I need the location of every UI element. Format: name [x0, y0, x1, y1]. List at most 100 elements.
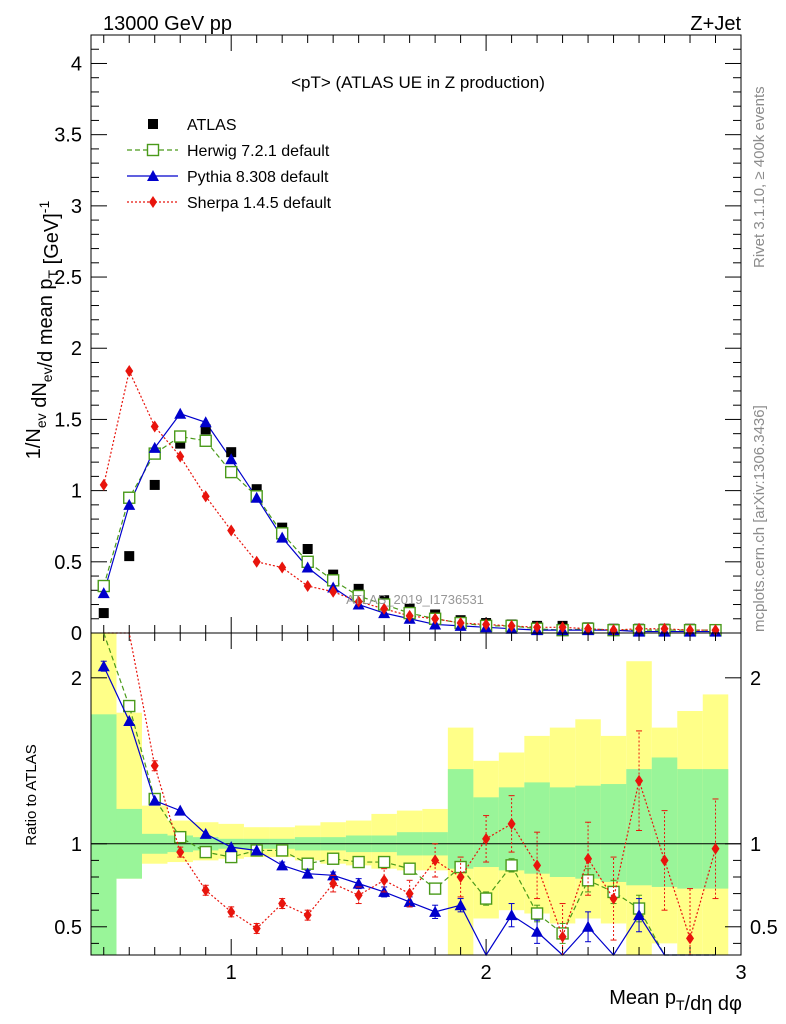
y-tick-label: 1.5 — [54, 409, 82, 431]
main-panel: 0 0.5 1 1.5 2 2.5 3 3.5 4 ATLAS Herwig 7.2.1 defau… — [54, 34, 741, 645]
collision-label: 13000 GeV pp — [103, 13, 232, 35]
data-point — [201, 490, 210, 503]
y-tick-label: 3 — [71, 196, 82, 218]
process-label: Z+Jet — [690, 13, 741, 35]
ratio-data-point — [227, 905, 236, 918]
ratio-data-point — [352, 855, 365, 869]
ratio-data-point — [276, 859, 289, 871]
ratio-y-tick-label: 1 — [71, 834, 82, 856]
legend-marker — [149, 196, 157, 208]
ratio-stat-band — [447, 769, 474, 869]
ratio-data-point — [428, 882, 442, 895]
ratio-data-point — [301, 867, 314, 879]
ratio-data-point — [123, 699, 136, 713]
ratio-data-point — [686, 932, 695, 945]
ratio-data-point — [482, 832, 491, 845]
ratio-data-point — [201, 884, 210, 897]
ratio-data-point — [303, 909, 312, 922]
ratio-data-point — [176, 846, 185, 859]
data-point — [456, 617, 465, 630]
ratio-ylabel: Ratio to ATLAS — [23, 744, 40, 845]
data-point — [224, 465, 238, 479]
ratio-data-point — [174, 830, 187, 844]
ratio-data-point — [354, 889, 363, 902]
ratio-data-point — [530, 907, 544, 920]
data-point — [123, 498, 136, 510]
ratio-data-point — [479, 892, 493, 905]
ratio-frame — [90, 632, 742, 956]
mcplots-label: mcplots.cern.ch [arXiv:1306.3436] — [751, 405, 768, 632]
data-point — [660, 622, 669, 635]
legend-marker — [147, 170, 159, 181]
y-tick-label: 2 — [71, 338, 82, 360]
ratio-data-point — [224, 850, 238, 864]
data-point — [226, 447, 237, 458]
ratio-data-point — [582, 920, 595, 932]
data-point — [176, 450, 185, 463]
ratio-y-tick-label: 0.5 — [54, 917, 82, 939]
ratio-data-point — [454, 899, 467, 911]
ratio-data-point — [584, 852, 593, 865]
data-point — [149, 479, 160, 490]
ratio-stat-band — [549, 787, 576, 877]
ratio-data-point — [660, 854, 669, 867]
data-point — [199, 416, 212, 428]
xlabel: Mean pT/dη dφ — [609, 987, 742, 1015]
ratio-stat-band — [626, 769, 652, 886]
data-point — [276, 531, 289, 543]
data-point — [405, 609, 414, 622]
data-point — [175, 438, 186, 449]
data-point — [227, 524, 236, 537]
ratio-data-point — [252, 922, 261, 935]
data-point — [558, 621, 567, 634]
ratio-data-point — [531, 925, 544, 937]
data-point — [302, 543, 313, 554]
ratio-data-point — [505, 909, 518, 921]
data-point — [380, 602, 389, 615]
main-ylabel: 1/Nev dNev/d mean pT [GeV]-1 — [23, 201, 63, 460]
ratio-data-point — [377, 855, 391, 869]
ratio-data-point — [199, 845, 212, 859]
data-point — [303, 580, 312, 593]
data-point — [278, 561, 287, 574]
ratio-data-point — [329, 877, 338, 890]
ratio-data-point — [505, 859, 518, 872]
data-point — [174, 430, 187, 443]
ratio-data-point — [456, 870, 465, 883]
rivet-label: Rivet 3.1.10, ≥ 400k events — [751, 86, 768, 268]
data-point — [251, 484, 262, 495]
ratio-stat-band — [91, 714, 117, 955]
ratio-data-point — [380, 874, 389, 887]
ratio-data-point — [301, 857, 314, 870]
data-point — [482, 618, 491, 631]
ratio-data-point — [148, 794, 161, 806]
data-point — [533, 621, 542, 634]
data-point — [148, 441, 161, 453]
ratio-data-point — [429, 905, 442, 917]
ratio-stat-band — [651, 757, 678, 887]
ratio-data-point — [533, 859, 542, 872]
ratio-y-tick-label: 0.5 — [750, 917, 778, 939]
y-tick-label: 1 — [71, 481, 82, 503]
data-point — [124, 551, 135, 562]
data-point — [584, 622, 593, 635]
data-point — [252, 555, 261, 568]
data-point — [200, 424, 211, 435]
legend-label: Sherpa 1.4.5 default — [187, 195, 332, 212]
data-point — [431, 612, 440, 625]
legend-label: Pythia 8.308 default — [187, 169, 329, 186]
ratio-data-point — [558, 930, 567, 943]
ratio-data-point — [199, 827, 212, 839]
ratio-data-point — [633, 909, 646, 921]
ratio-stat-band — [600, 784, 627, 882]
ratio-stat-band — [677, 769, 703, 889]
ratio-panel: 0.5 0.5 1 1 2 2 1 2 3 — [54, 632, 778, 984]
data-point — [99, 478, 108, 491]
ratio-data-point — [609, 892, 618, 905]
ratio-data-point — [507, 817, 516, 830]
ratio-y-tick-label: 2 — [750, 668, 761, 690]
ratio-data-point — [174, 804, 187, 816]
legend-label: Herwig 7.2.1 default — [187, 143, 330, 160]
y-tick-label: 2.5 — [54, 267, 82, 289]
